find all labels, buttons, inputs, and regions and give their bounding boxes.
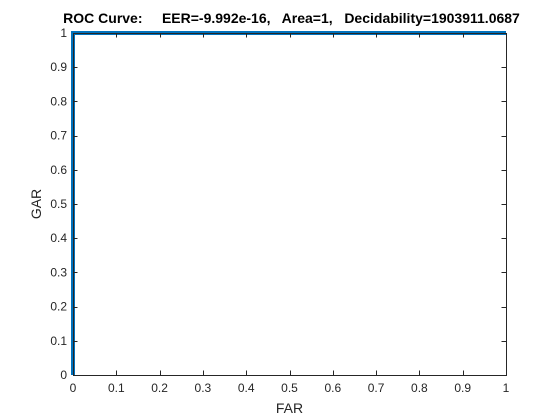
x-tick-label: 0.8 [411,381,428,395]
y-tick-label: 0.8 [50,94,67,108]
x-tick-label: 1 [503,381,510,395]
x-tick-label: 0.4 [238,381,255,395]
y-tick-label: 0.6 [50,163,67,177]
x-tick-label: 0.5 [281,381,298,395]
y-tick-label: 0.4 [50,231,67,245]
ticks-layer: 0 0.1 0.2 0.3 0.4 0.5 0.6 0.7 0.8 0.9 1 0 0.1 0.2 0.3 0… [50,26,509,395]
x-axis-label: FAR [276,400,303,416]
x-tick-label: 0.7 [368,381,385,395]
y-tick-label: 0.7 [50,129,67,143]
x-tick-label: 0.3 [195,381,212,395]
plot-area [73,33,506,375]
x-tick-label: 0.9 [454,381,471,395]
y-tick-label: 0 [60,368,67,382]
y-tick-label: 0.3 [50,265,67,279]
y-axis-label: GAR [28,189,44,219]
y-tick-label: 0.9 [50,60,67,74]
x-tick-label: 0 [70,381,77,395]
x-tick-label: 0.1 [108,381,125,395]
y-tick-label: 0.1 [50,334,67,348]
chart-title: ROC Curve: EER=-9.992e-16, Area=1, Decid… [63,10,520,26]
x-tick-label: 0.2 [151,381,168,395]
y-tick-label: 0.5 [50,197,67,211]
y-tick-label: 0.2 [50,300,67,314]
y-tick-label: 1 [60,26,67,40]
x-tick-label: 0.6 [324,381,341,395]
